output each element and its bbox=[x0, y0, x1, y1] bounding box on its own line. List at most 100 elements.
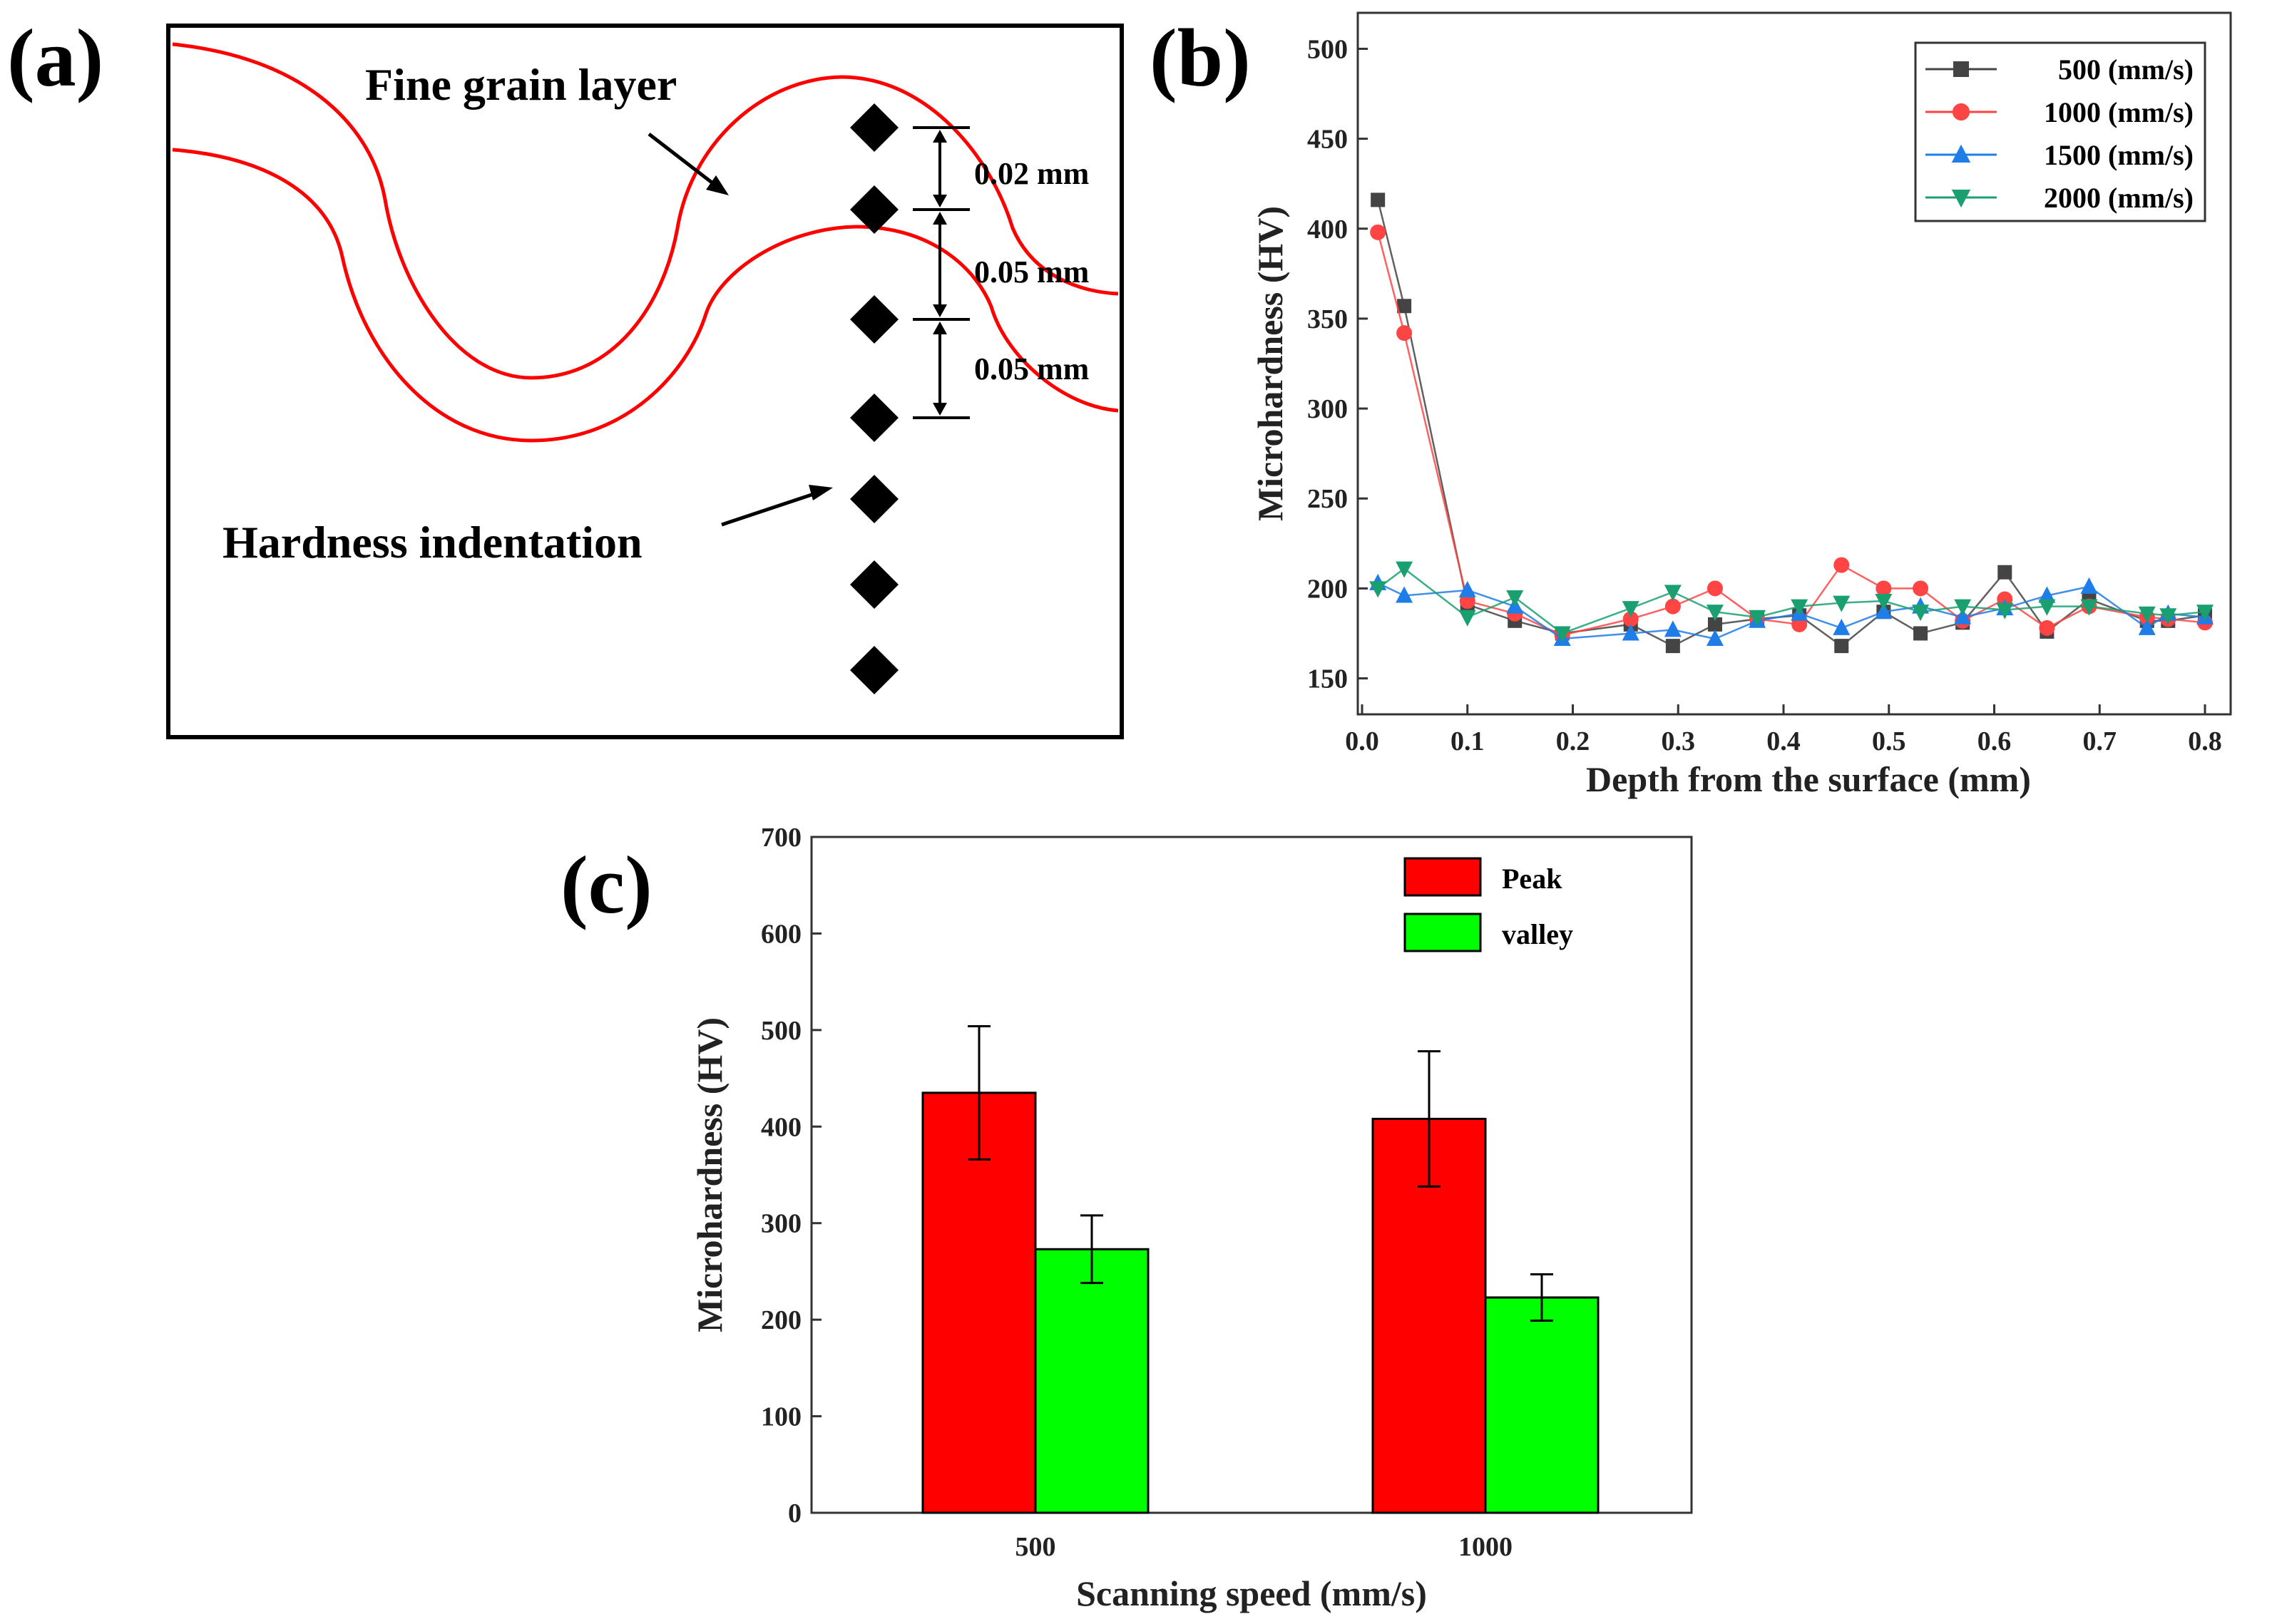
x-tick-label: 0.3 bbox=[1662, 726, 1696, 756]
data-point bbox=[1622, 611, 1639, 627]
data-point bbox=[1664, 585, 1682, 602]
data-point bbox=[2138, 606, 2156, 623]
series-line bbox=[1376, 200, 2206, 647]
legend-swatch bbox=[1403, 913, 1482, 952]
bar bbox=[1034, 1248, 1150, 1514]
data-point bbox=[1707, 617, 1722, 632]
data-point bbox=[1370, 224, 1386, 240]
x-tick-label: 0.0 bbox=[1345, 726, 1379, 756]
hardness-indentation-label: Hardness indentation bbox=[222, 517, 643, 567]
data-point bbox=[1707, 580, 1723, 597]
x-tick-label: 0.4 bbox=[1766, 726, 1801, 756]
data-point bbox=[1833, 557, 1850, 573]
data-point bbox=[1706, 629, 1724, 647]
panel-a-frame bbox=[166, 24, 1124, 739]
x-tick-label: 0.1 bbox=[1450, 726, 1485, 756]
plot-c-bars bbox=[921, 1024, 1600, 1514]
grain-boundaries bbox=[172, 42, 1119, 443]
indentations bbox=[850, 103, 899, 694]
series-line bbox=[1377, 567, 2206, 634]
data-point bbox=[2038, 586, 2056, 603]
legend-label: 500 (mm/s) bbox=[2058, 53, 2194, 86]
panel-label-c: (c) bbox=[561, 840, 653, 931]
indentation-marker bbox=[850, 475, 899, 523]
plot-c-axes: 0 100 200 300 400 500 600 700 500 1000 bbox=[761, 823, 1513, 1562]
indentation-marker bbox=[850, 560, 899, 609]
data-point bbox=[1622, 601, 1639, 618]
plot-b-series bbox=[1369, 192, 2214, 654]
plot-b-legend: 500 (mm/s) 1000 (mm/s) 1500 (mm/s) 2000 (mm… bbox=[1914, 41, 2206, 222]
data-point bbox=[2138, 618, 2156, 635]
x-tick-label: 0.7 bbox=[2083, 726, 2117, 756]
data-point bbox=[1996, 602, 2014, 620]
data-point bbox=[1954, 599, 1972, 616]
data-point bbox=[2196, 605, 2214, 622]
hardness-arrow bbox=[721, 485, 833, 527]
indentation-marker bbox=[850, 103, 899, 152]
legend-label: 2000 (mm/s) bbox=[2044, 182, 2194, 214]
fine-grain-label: Fine grain layer bbox=[365, 59, 677, 110]
x-tick-label: 0.5 bbox=[1872, 726, 1906, 756]
plot-b-frame bbox=[1356, 11, 2232, 716]
indentation-marker bbox=[850, 185, 899, 234]
data-point bbox=[1749, 610, 1766, 627]
spacing-label: 0.05 mm bbox=[974, 351, 1089, 386]
legend-marker bbox=[1951, 190, 1971, 208]
data-point bbox=[1913, 626, 1928, 641]
data-point bbox=[1875, 594, 1893, 611]
y-tick-label: 500 bbox=[761, 1016, 802, 1046]
series-line bbox=[1377, 582, 2206, 640]
panel-label-a: (a) bbox=[7, 13, 103, 104]
grain-boundary-inner bbox=[172, 148, 1119, 443]
y-tick-label: 400 bbox=[1307, 215, 1348, 245]
data-point bbox=[2159, 608, 2177, 625]
data-point bbox=[1506, 590, 1524, 607]
data-point bbox=[1912, 605, 1930, 622]
indentation-marker bbox=[850, 394, 899, 442]
legend-label: Peak bbox=[1502, 863, 1562, 895]
plot-b-axes: 0.0 0.1 0.2 0.3 0.4 0.5 0.6 0.7 0.8 150 200 250 300 3… bbox=[1307, 34, 2222, 756]
legend-marker bbox=[1952, 103, 1970, 121]
plot-c-frame bbox=[810, 836, 1693, 1514]
y-tick-label: 150 bbox=[1307, 664, 1348, 694]
spacing-dimensions bbox=[913, 126, 970, 419]
fine-grain-arrow bbox=[648, 133, 729, 195]
y-tick-label: 100 bbox=[761, 1402, 802, 1432]
data-point bbox=[2080, 577, 2098, 594]
data-point bbox=[1997, 565, 2012, 580]
data-point bbox=[1664, 620, 1682, 637]
y-tick-label: 0 bbox=[788, 1499, 802, 1528]
data-point bbox=[1834, 639, 1849, 654]
data-point bbox=[1876, 580, 1892, 597]
data-point bbox=[1397, 299, 1412, 314]
x-tick-label: 0.6 bbox=[1977, 726, 2012, 756]
data-point bbox=[1371, 192, 1386, 207]
data-point bbox=[1833, 618, 1851, 635]
y-tick-label: 200 bbox=[761, 1305, 802, 1335]
data-point bbox=[2080, 599, 2098, 616]
data-point bbox=[1458, 610, 1476, 627]
x-tick-label: 1000 bbox=[1458, 1532, 1513, 1562]
data-point bbox=[1875, 602, 1893, 620]
data-point bbox=[2038, 599, 2056, 616]
data-point bbox=[1622, 624, 1639, 641]
data-point bbox=[1665, 639, 1680, 654]
legend-marker bbox=[1953, 61, 1969, 77]
legend-label: 1500 (mm/s) bbox=[2044, 139, 2194, 171]
data-point bbox=[1833, 595, 1851, 612]
legend-label: valley bbox=[1502, 918, 1573, 950]
grain-boundary-outer bbox=[172, 42, 1119, 380]
plot-c-legend: Peak valley bbox=[1403, 857, 1573, 952]
data-point bbox=[1913, 580, 1929, 597]
y-tick-label: 600 bbox=[761, 919, 802, 949]
plot-c-ylabel: Microhardness (HV) bbox=[690, 1017, 730, 1332]
data-point bbox=[2039, 620, 2055, 636]
data-point bbox=[1954, 607, 1972, 625]
spacing-label: 0.05 mm bbox=[974, 255, 1089, 289]
panel-label-b: (b) bbox=[1150, 13, 1251, 104]
x-tick-label: 0.2 bbox=[1556, 726, 1590, 756]
data-point bbox=[1706, 605, 1724, 622]
plot-b-xlabel: Depth from the surface (mm) bbox=[1586, 759, 2031, 799]
y-tick-label: 450 bbox=[1307, 125, 1348, 155]
